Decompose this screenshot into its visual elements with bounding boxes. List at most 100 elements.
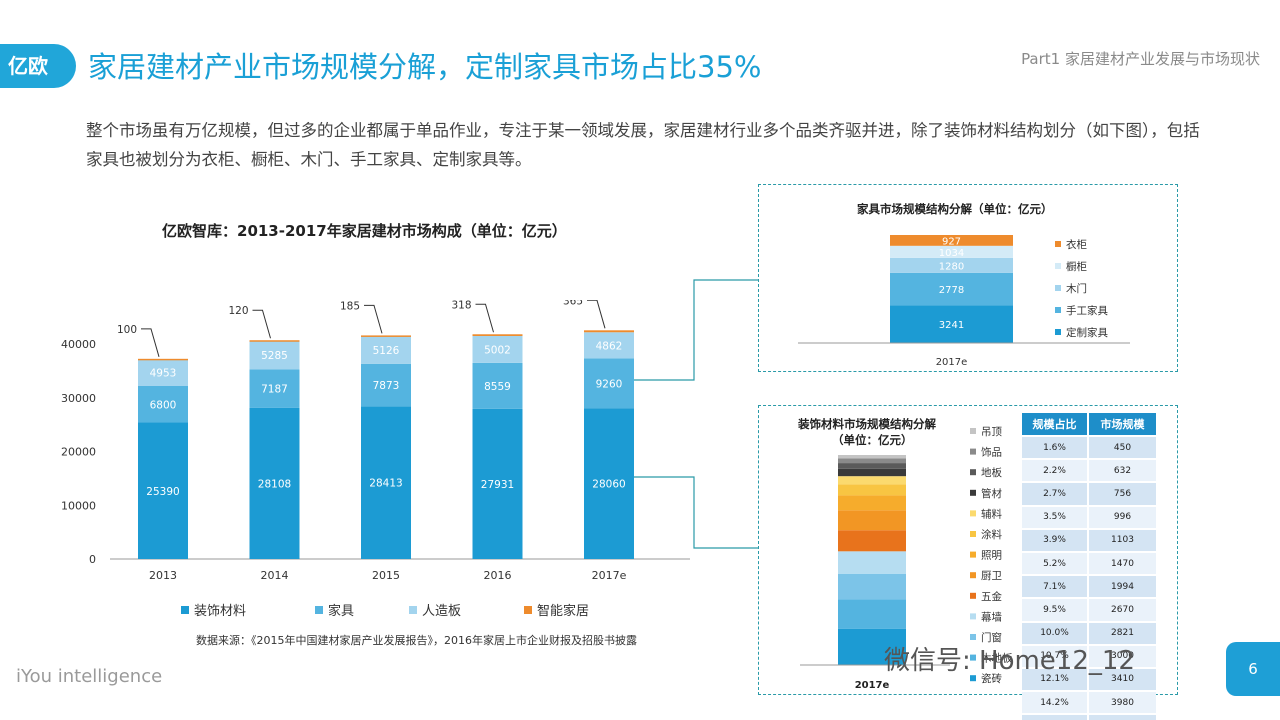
bar-segment	[472, 335, 523, 363]
table-cell-share: 10.7%	[1022, 645, 1089, 667]
bar-data-label: 2778	[939, 285, 964, 296]
bar-data-label: 5126	[373, 345, 400, 357]
table-cell-share: 10.0%	[1022, 622, 1089, 644]
table-row: 10.0% 2821	[1022, 622, 1156, 644]
table-row: 2.2% 632	[1022, 460, 1156, 482]
page-title: 家居建材产业市场规模分解，定制家具市场占比35%	[88, 50, 762, 84]
legend-label: 智能家居	[537, 603, 589, 619]
bar-data-label: 927	[942, 236, 961, 247]
legend-swatch	[970, 469, 976, 476]
legend-label: 辅料	[981, 507, 1002, 520]
legend-label: 管材	[981, 487, 1002, 500]
bar-data-label: 28108	[258, 478, 291, 490]
y-tick-label: 20000	[61, 446, 96, 459]
callout-line	[587, 300, 606, 329]
table-cell-share: 9.5%	[1022, 599, 1089, 621]
legend-swatch	[970, 428, 976, 434]
x-tick-label: 2016	[484, 569, 512, 582]
intro-paragraph: 整个市场虽有万亿规模，但过多的企业都属于单品作业，专注于某一领域发展，家居建材行…	[86, 121, 1200, 169]
legend-swatch	[970, 510, 976, 517]
brand-footer: iYou intelligence	[16, 666, 163, 687]
bar-segment	[249, 369, 300, 408]
page-number: 6	[1226, 642, 1280, 696]
bar-data-label: 4953	[150, 368, 177, 380]
bar-segment	[838, 484, 906, 496]
connector-furniture	[634, 279, 758, 381]
table-row: 10.7% 3000	[1022, 645, 1156, 667]
bar-data-label: 8559	[484, 381, 511, 393]
y-tick-label: 30000	[61, 392, 96, 405]
x-tick-label: 2017e	[936, 357, 968, 368]
table-row: 7.1% 1994	[1022, 576, 1156, 598]
x-tick-label: 2015	[372, 569, 400, 582]
table-cell-size: 1103	[1089, 529, 1156, 551]
y-tick-label: 10000	[61, 499, 96, 512]
legend-swatch	[970, 572, 976, 579]
legend-label: 吊顶	[981, 426, 1002, 438]
legend-swatch	[970, 448, 976, 455]
table-cell-share: 3.5%	[1022, 506, 1089, 528]
bar-segment	[838, 476, 906, 485]
legend-swatch	[409, 606, 417, 614]
x-tick-label: 2017e	[592, 569, 627, 582]
callout-line	[252, 309, 271, 339]
legend-label: 橱柜	[1066, 260, 1087, 273]
legend-label: 厨卫	[981, 570, 1002, 582]
legend-label: 定制家具	[1066, 326, 1108, 339]
bar-segment	[249, 340, 300, 370]
y-tick-label: 0	[89, 553, 96, 566]
bar-segment	[838, 530, 906, 552]
bar-segment	[138, 358, 188, 361]
x-tick-label: 2013	[149, 569, 177, 582]
legend-label: 家具	[328, 603, 354, 619]
bar-segment	[890, 257, 1013, 273]
bar-segment	[138, 422, 188, 559]
legend-label: 幕墙	[981, 610, 1002, 623]
legend-swatch	[1055, 285, 1061, 291]
table-cell-share: 17.2%	[1022, 715, 1089, 720]
bar-segment	[138, 359, 188, 386]
furniture-chart-title: 家具市场规模结构分解（单位：亿元）	[857, 202, 1053, 216]
bar-segment	[838, 551, 906, 574]
bar-data-label: 7873	[373, 380, 400, 392]
bar-segment	[838, 458, 906, 464]
table-row: 1.6% 450	[1022, 437, 1156, 459]
legend-label: 照明	[981, 550, 1002, 562]
table-row: 14.2% 3980	[1022, 692, 1156, 714]
table-cell-share: 3.9%	[1022, 529, 1089, 551]
table-cell-size: 1994	[1089, 576, 1156, 598]
legend-label: 地板	[981, 466, 1002, 479]
legend-swatch	[1055, 329, 1061, 335]
bar-data-label: 9260	[596, 378, 623, 390]
bar-data-label: 185	[340, 300, 360, 312]
table-cell-share: 14.2%	[1022, 692, 1089, 714]
legend-label: 涂料	[981, 528, 1002, 541]
table-cell-size: 2821	[1089, 622, 1156, 644]
legend-swatch	[315, 606, 323, 614]
legend-swatch	[524, 606, 532, 614]
bar-segment	[838, 573, 906, 600]
legend-label: 门窗	[981, 631, 1002, 644]
bar-segment	[138, 385, 188, 423]
legend-swatch	[970, 551, 976, 558]
bar-segment	[361, 336, 411, 364]
decoration-chart-unit: （单位：亿元）	[832, 433, 913, 447]
bar-segment	[249, 340, 300, 342]
bar-data-label: 5285	[261, 350, 288, 362]
y-tick-label: 40000	[61, 338, 96, 351]
bar-segment	[838, 463, 906, 469]
table-cell-size: 3980	[1089, 692, 1156, 714]
bar-data-label: 28413	[369, 478, 402, 490]
table-row: 12.1% 3410	[1022, 668, 1156, 691]
table-row: 9.5% 2670	[1022, 599, 1156, 621]
bar-segment	[584, 332, 634, 359]
bar-data-label: 28060	[592, 479, 625, 491]
table-cell-size: 4827	[1089, 715, 1156, 720]
bar-data-label: 27931	[481, 479, 514, 491]
bar-segment	[838, 468, 906, 477]
bar-segment	[249, 407, 300, 559]
table-cell-size: 996	[1089, 506, 1156, 528]
decoration-share-table: 规模占比 市场规模 1.6% 450 2.2% 632 2.7% 756 3.5% 996 3.…	[1022, 411, 1156, 720]
bar-data-label: 318	[451, 300, 471, 311]
